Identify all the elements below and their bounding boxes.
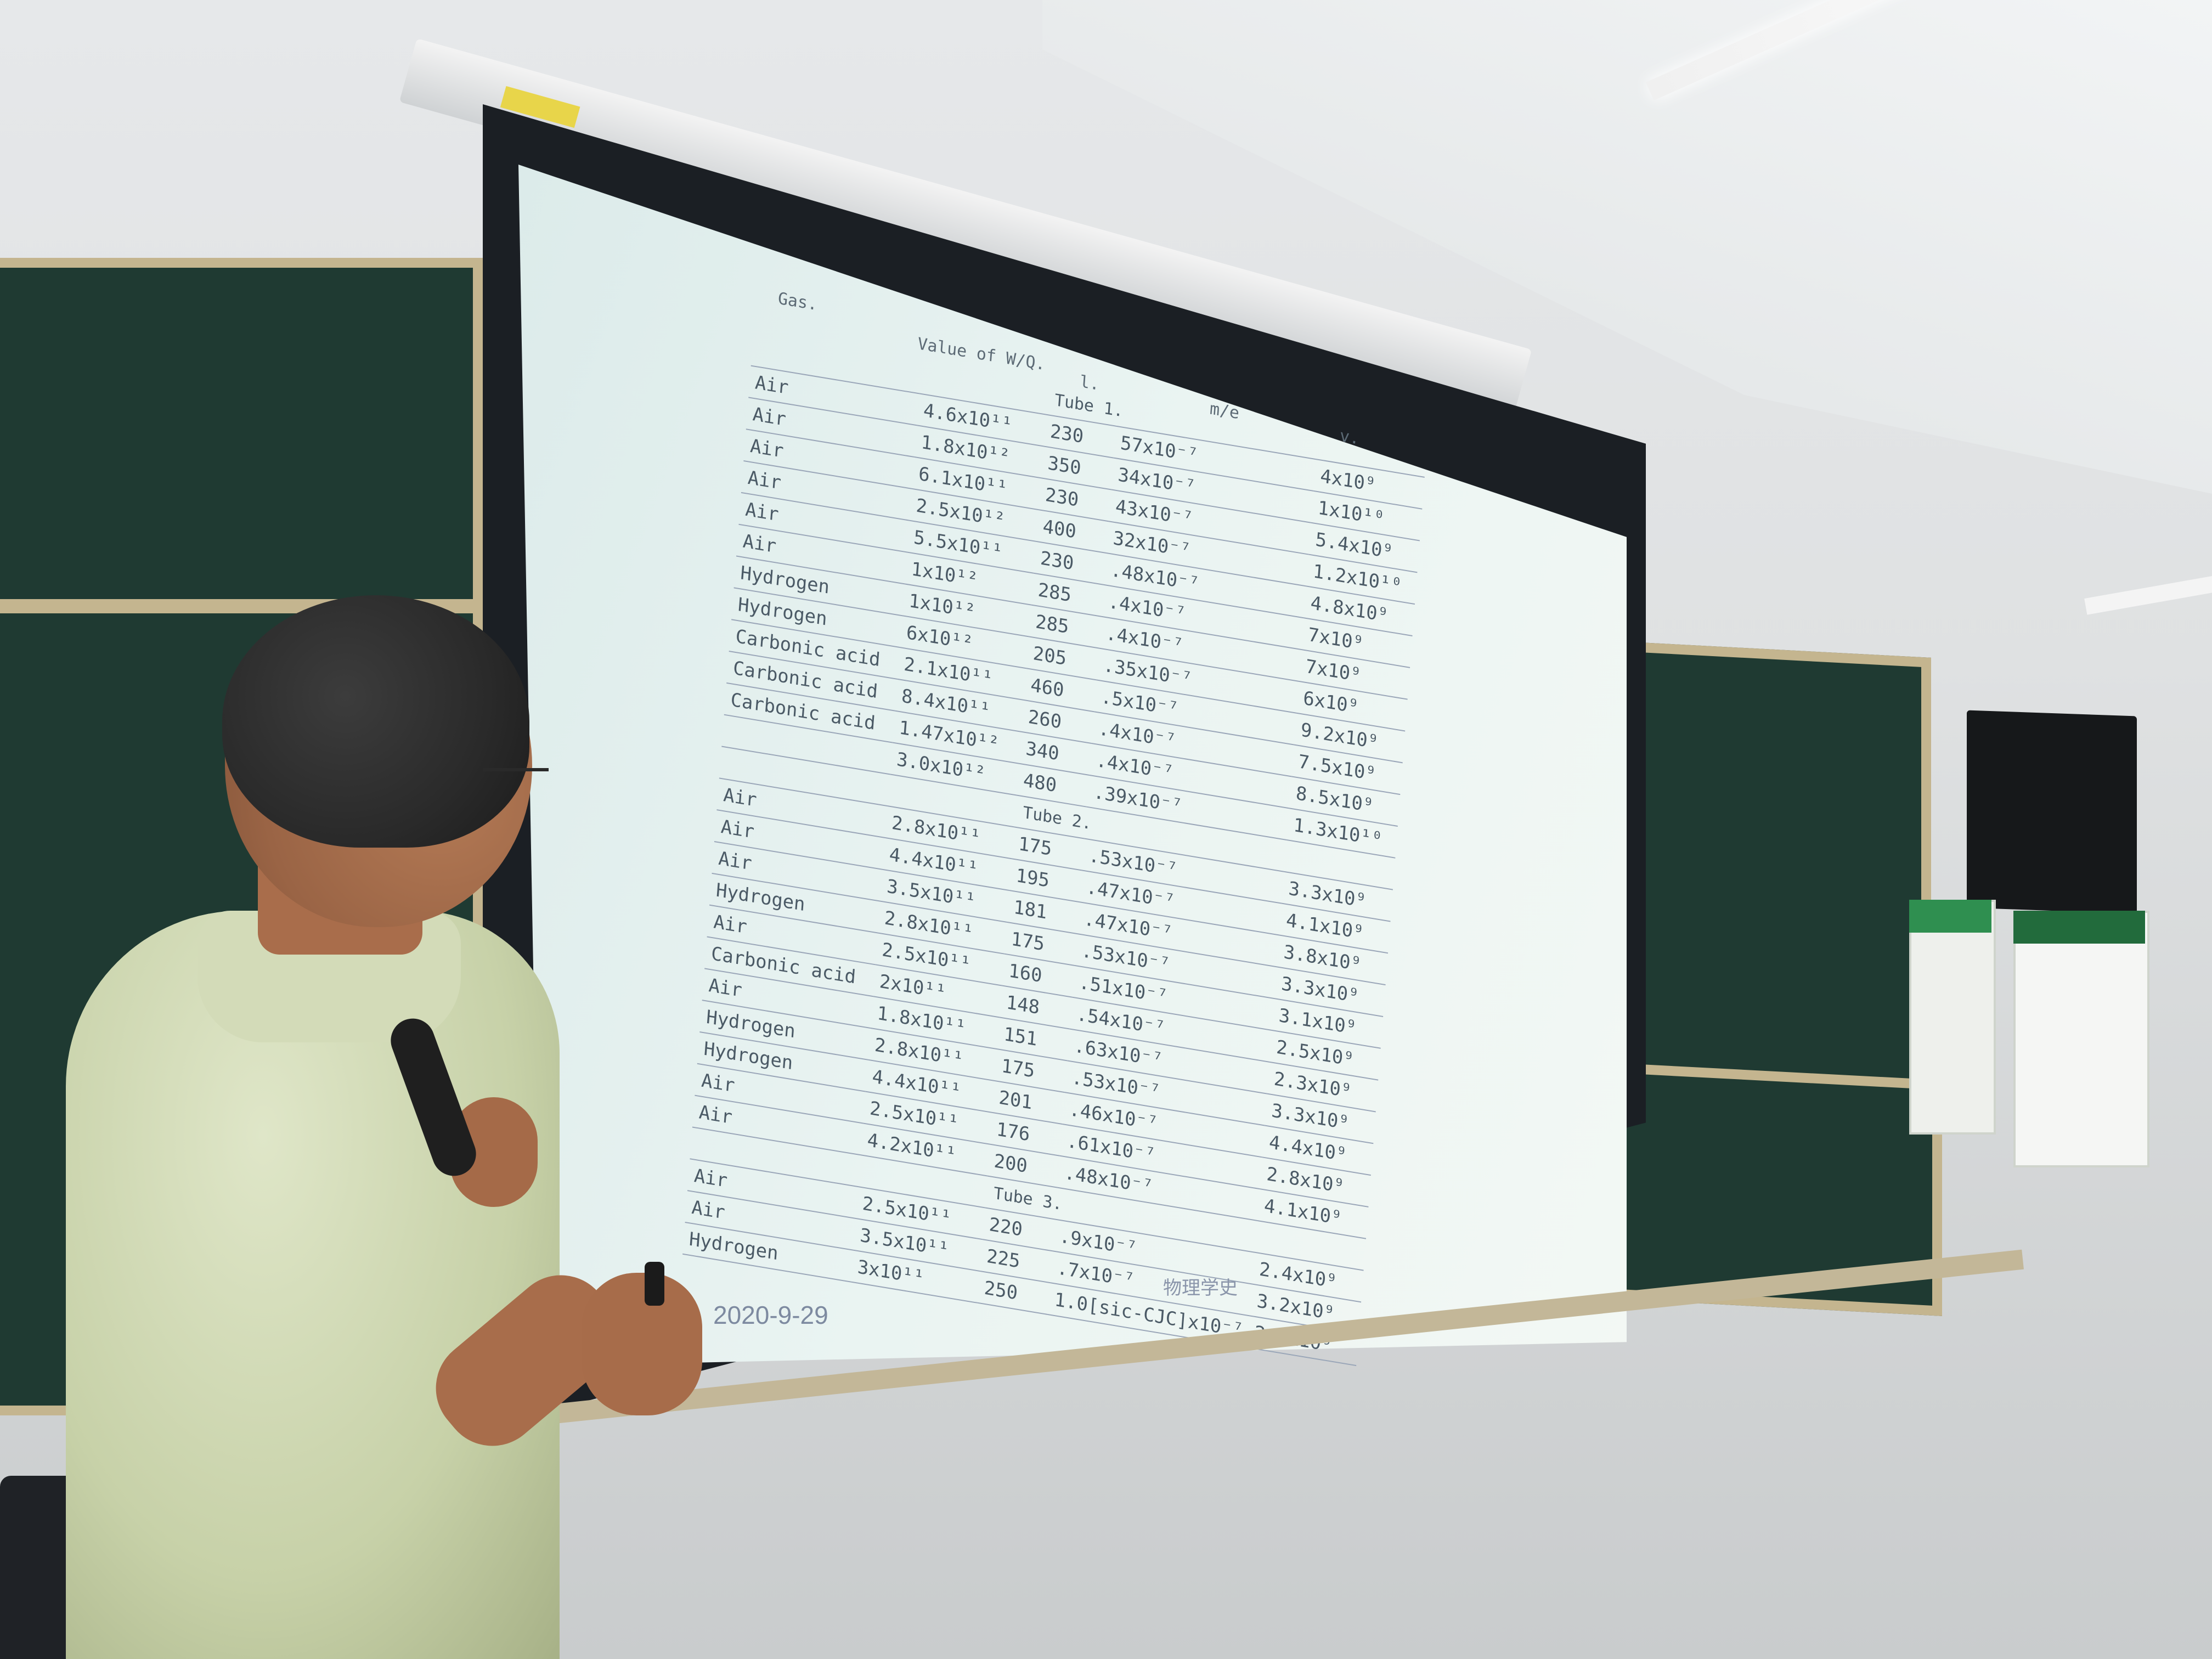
eyeglasses [483,768,549,782]
projected-slide: Gas. Value of W/Q. l. m/e v. Tube 1. Air 4… [677,285,1474,1443]
notice-header-2 [2013,911,2145,944]
notice-board-1 [1909,900,1996,1135]
data-table: Tube 1. Air 4.6x10¹¹ 230 57x10⁻⁷ 4x10⁹ Air 1.8x… [682,334,1427,1366]
presentation-clicker [645,1262,664,1306]
slide-footer-title: 物理学史 [1163,1277,1238,1299]
chalkboard-left-top [0,258,483,609]
slide-date: 2020-9-29 [713,1301,828,1329]
notice-header-1 [1909,900,1991,933]
right-hand [582,1273,702,1415]
wall-speaker [1967,710,2137,914]
lecturer-hair [222,595,529,848]
notice-board-2 [2013,911,2149,1167]
